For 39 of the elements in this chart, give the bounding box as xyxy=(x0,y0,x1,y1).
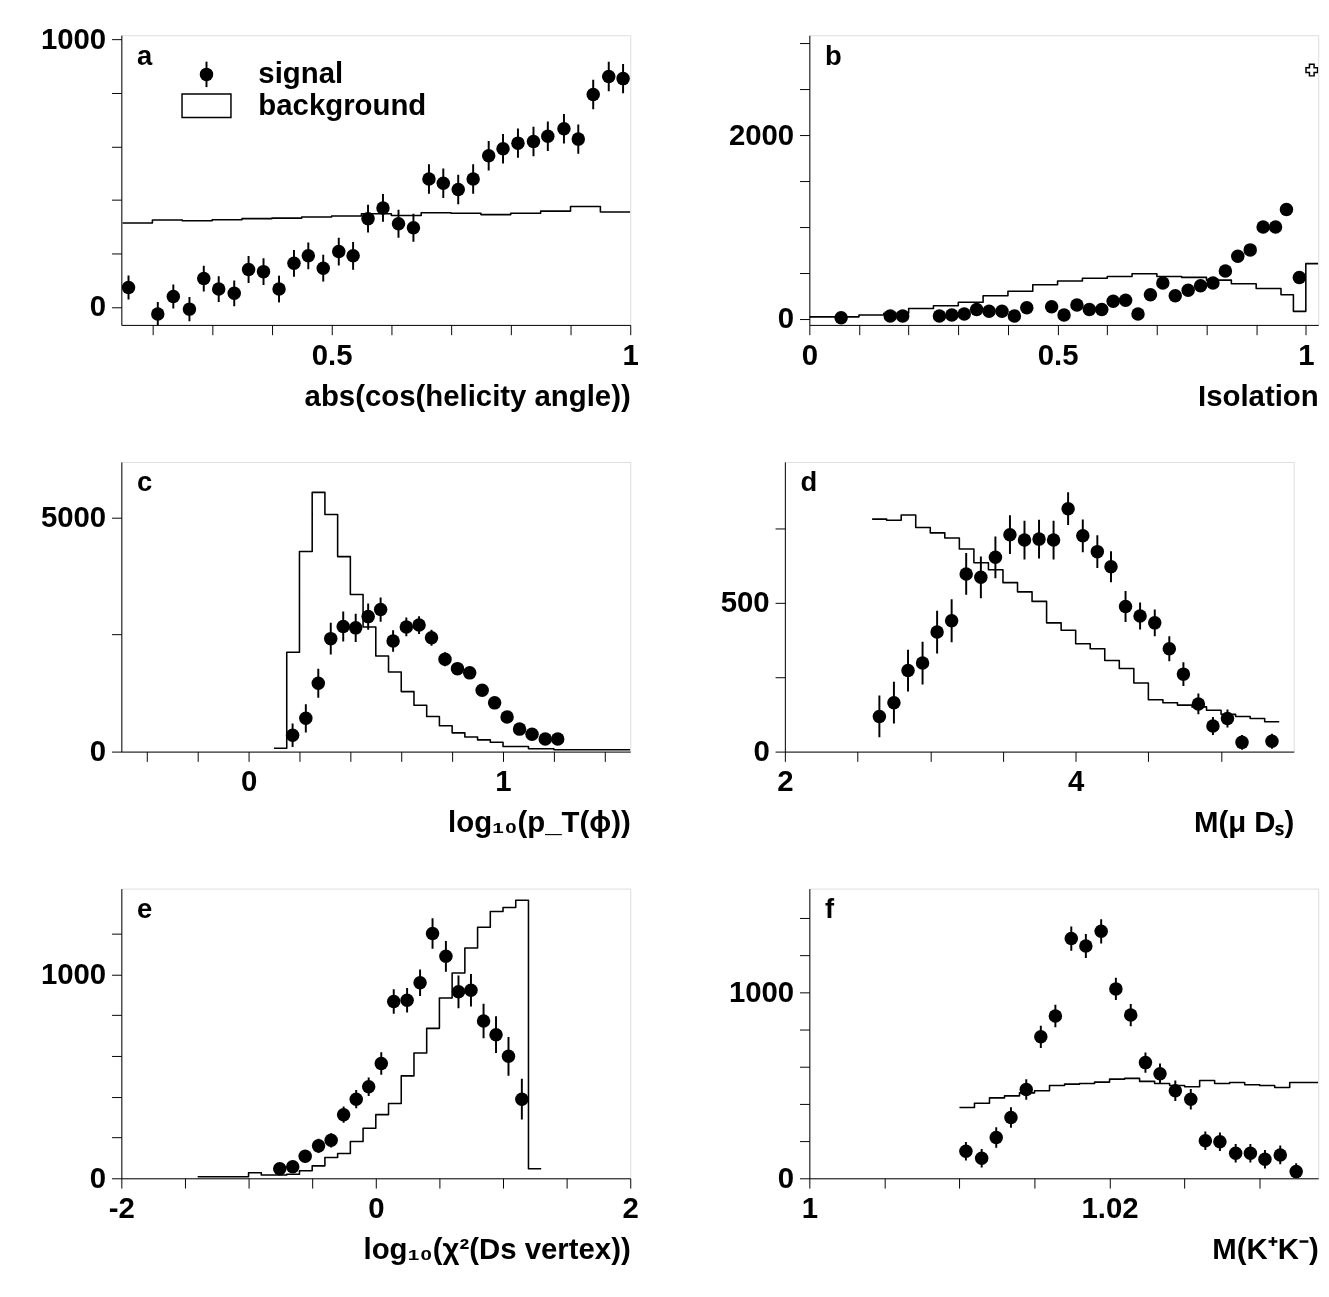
chart-title: a xyxy=(137,39,154,71)
legend-label: signal xyxy=(258,56,344,90)
y-tick-label: 5000 xyxy=(40,499,107,533)
x-tick-label: 0 xyxy=(801,337,818,371)
y-tick-label: 500 xyxy=(720,584,770,618)
x-tick-label: 0 xyxy=(240,764,258,798)
y-tick-label: 0 xyxy=(777,300,795,334)
chart-title: b xyxy=(825,39,842,71)
chart-title: f xyxy=(825,892,835,924)
x-tick-label: 1 xyxy=(801,1190,818,1224)
x-tick-label: 4 xyxy=(1068,764,1085,798)
x-tick-label: 1 xyxy=(1298,337,1315,371)
x-axis-title: M(K⁺K⁻) xyxy=(1212,1232,1319,1266)
y-tick-label: 2000 xyxy=(728,117,795,151)
x-tick-label: 1.02 xyxy=(1081,1190,1139,1224)
x-tick-label: 1 xyxy=(622,337,639,371)
chart-title: d xyxy=(800,466,818,498)
x-tick-label: 1 xyxy=(495,764,512,798)
x-axis-title: log₁₀(p_T(ϕ)) xyxy=(448,805,631,839)
x-axis-title: log₁₀(χ²(Ds vertex)) xyxy=(363,1232,631,1266)
y-tick-label: 0 xyxy=(89,733,107,767)
y-tick-label: 0 xyxy=(777,1160,795,1194)
x-tick-label: -2 xyxy=(108,1190,135,1224)
y-tick-label: 0 xyxy=(89,1160,107,1194)
x-tick-label: 2 xyxy=(777,764,794,798)
chart-title: c xyxy=(137,466,153,498)
x-tick-label: 2 xyxy=(622,1190,639,1224)
y-tick-label: 0 xyxy=(753,733,770,767)
x-axis-title: abs(cos(helicity angle)) xyxy=(304,378,631,412)
y-tick-label: 1000 xyxy=(728,974,795,1008)
x-axis-title: Isolation xyxy=(1198,378,1319,412)
y-tick-label: 1000 xyxy=(40,956,107,990)
x-tick-label: 0.5 xyxy=(311,337,353,371)
chart-title: e xyxy=(137,892,153,924)
y-tick-label: 1000 xyxy=(40,21,107,55)
x-tick-label: 0.5 xyxy=(1037,337,1079,371)
x-axis-title: M(μ Dₛ) xyxy=(1193,805,1295,839)
x-tick-label: 0 xyxy=(368,1190,385,1224)
y-tick-label: 0 xyxy=(89,289,107,323)
